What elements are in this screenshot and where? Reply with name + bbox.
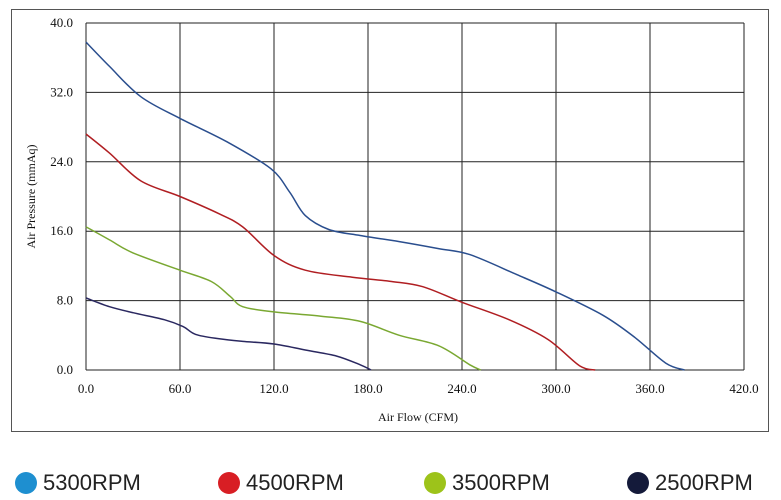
legend-label: 5300RPM (43, 470, 141, 495)
y-tick-label: 16.0 (50, 223, 73, 238)
x-axis-title: Air Flow (CFM) (378, 410, 458, 424)
legend-item-2500rpm: 2500RPM (627, 470, 753, 496)
x-tick-label: 360.0 (635, 381, 664, 396)
tick-labels: 0.0 60.0 120.0 180.0 240.0 300.0 360.0 420.0 0.0… (50, 15, 758, 396)
y-tick-label: 40.0 (50, 15, 73, 30)
x-tick-label: 120.0 (259, 381, 288, 396)
y-tick-label: 0.0 (57, 362, 73, 377)
chart-frame (11, 9, 769, 432)
x-tick-label: 180.0 (353, 381, 382, 396)
legend-label: 4500RPM (246, 470, 344, 495)
legend-marker (424, 472, 446, 494)
x-tick-label: 240.0 (447, 381, 476, 396)
x-tick-label: 60.0 (169, 381, 192, 396)
series-line-4500rpm (85, 133, 596, 371)
legend-item-4500rpm: 4500RPM (218, 470, 344, 496)
y-tick-label: 8.0 (57, 293, 73, 308)
y-tick-label: 32.0 (50, 84, 73, 99)
legend-item-3500rpm: 3500RPM (424, 470, 550, 496)
series-line-3500rpm (85, 226, 482, 371)
chart-area: 0.0 60.0 120.0 180.0 240.0 300.0 360.0 420.0 0.0… (24, 15, 759, 424)
legend-marker (627, 472, 649, 494)
series-line-5300rpm (85, 41, 685, 371)
series-line-2500rpm (85, 297, 372, 371)
y-axis-title: Air Pressure (mmAq) (24, 145, 38, 249)
x-tick-label: 420.0 (729, 381, 758, 396)
x-tick-label: 0.0 (78, 381, 94, 396)
legend-label: 3500RPM (452, 470, 550, 495)
series-lines (85, 41, 685, 371)
legend-marker (15, 472, 37, 494)
legend: 5300RPM 4500RPM 3500RPM 2500RPM (0, 470, 781, 500)
legend-marker (218, 472, 240, 494)
legend-item-5300rpm: 5300RPM (15, 470, 141, 496)
legend-label: 2500RPM (655, 470, 753, 495)
grid (85, 22, 745, 371)
y-tick-label: 24.0 (50, 154, 73, 169)
x-tick-label: 300.0 (541, 381, 570, 396)
